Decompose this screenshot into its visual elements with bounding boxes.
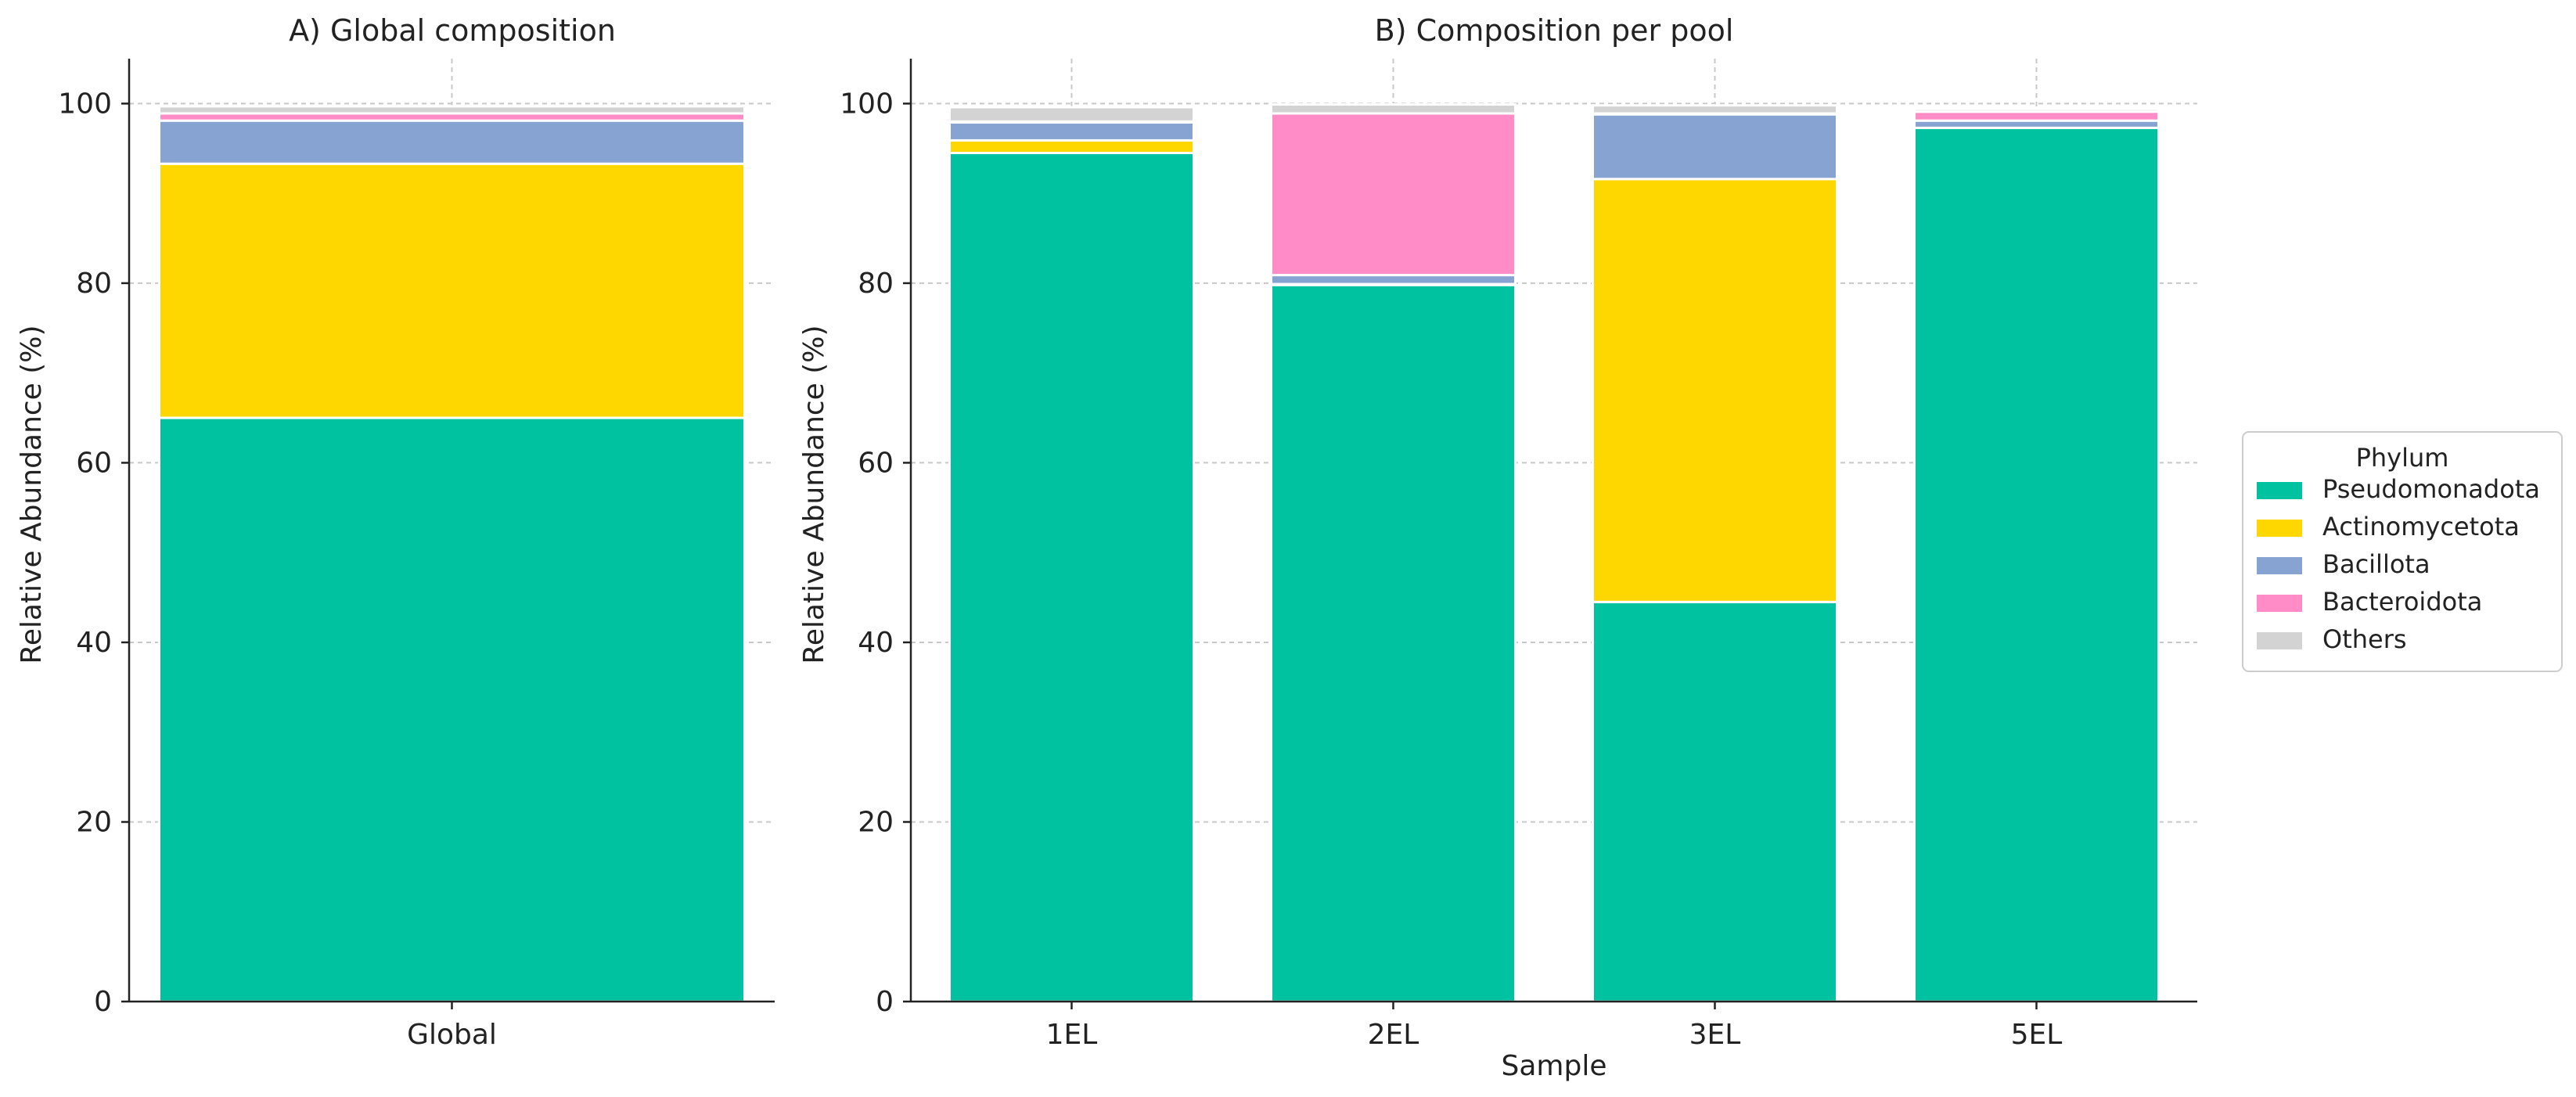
- bar-1el-actinomycetota: [948, 138, 1195, 154]
- y-tick-label: 20: [858, 806, 894, 838]
- legend-entries: Pseudomonadota Actinomycetota Bacillota Bac…: [2257, 474, 2540, 654]
- legend-label-bacteroidota: Bacteroidota: [2322, 587, 2482, 617]
- bar-2el-pseudomonadota: [1270, 283, 1516, 1003]
- legend-swatch-actinomycetota: [2257, 520, 2302, 537]
- x-tick-label-5el: 5EL: [2011, 1019, 2063, 1051]
- y-ticks-b: 0 20 40 60 80 100: [840, 88, 911, 1018]
- x-tick-label-2el: 2EL: [1368, 1019, 1419, 1051]
- y-axis-label-a: Relative Abundance (%): [16, 325, 48, 664]
- legend-label-others: Others: [2322, 624, 2407, 654]
- y-axis-label-b: Relative Abundance (%): [798, 325, 830, 664]
- bar-1el-bacillota: [948, 120, 1195, 142]
- legend-frame: [2242, 431, 2563, 672]
- x-tick-label-global: Global: [407, 1019, 497, 1051]
- chart-title-a: A) Global composition: [289, 13, 616, 48]
- axes-b: [909, 59, 2197, 1003]
- bar-global-bacillota: [158, 119, 746, 165]
- y-tick-label: 60: [76, 447, 112, 479]
- y-tick-label: 100: [58, 88, 112, 120]
- bars-a: [158, 105, 746, 1003]
- bar-3el-others: [1592, 104, 1838, 115]
- legend-label-pseudomonadota: Pseudomonadota: [2322, 474, 2540, 504]
- x-tick-label-1el: 1EL: [1046, 1019, 1098, 1051]
- y-tick-label: 40: [858, 627, 894, 659]
- bar-global-pseudomonadota: [158, 416, 746, 1003]
- y-tick-label: 40: [76, 627, 112, 659]
- y-ticks-a: 0 20 40 60 80 100: [58, 88, 129, 1018]
- x-ticks-b: 1EL 2EL 3EL 5EL: [1046, 1002, 2063, 1051]
- y-tick-label: 0: [94, 986, 112, 1018]
- legend-swatch-others: [2257, 632, 2302, 649]
- y-tick-label: 100: [840, 88, 894, 120]
- bar-global-actinomycetota: [158, 162, 746, 419]
- bar-5el-bacteroidota: [1913, 110, 2160, 122]
- bar-3el-actinomycetota: [1592, 178, 1838, 603]
- y-tick-label: 0: [876, 986, 894, 1018]
- bar-2el-bacteroidota: [1270, 112, 1516, 277]
- legend-title: Phylum: [2356, 443, 2449, 473]
- y-tick-label: 60: [858, 447, 894, 479]
- legend: Phylum Pseudomonadota Actinomycetota Bacil…: [2242, 431, 2563, 672]
- legend-swatch-bacteroidota: [2257, 595, 2302, 612]
- panel-global-composition: A) Global composition Relative Abundance…: [16, 13, 775, 1051]
- panel-composition-per-pool: B) Composition per pool Relative Abundan…: [798, 13, 2197, 1082]
- y-tick-label: 80: [858, 268, 894, 300]
- chart-title-b: B) Composition per pool: [1375, 13, 1734, 48]
- legend-swatch-bacillota: [2257, 557, 2302, 574]
- legend-label-bacillota: Bacillota: [2322, 549, 2430, 579]
- bar-3el-pseudomonadota: [1592, 600, 1838, 1003]
- bar-5el-pseudomonadota: [1913, 126, 2160, 1003]
- legend-swatch-pseudomonadota: [2257, 482, 2302, 499]
- x-ticks-a: Global: [407, 1002, 497, 1051]
- bar-global-others: [158, 105, 746, 115]
- bar-1el-others: [948, 106, 1195, 123]
- bars-b: [948, 103, 2160, 1003]
- bar-2el-bacillota: [1270, 274, 1516, 286]
- bar-5el-others: [1913, 107, 2160, 113]
- y-tick-label: 80: [76, 268, 112, 300]
- bar-2el-others: [1270, 103, 1516, 115]
- x-axis-label-b: Sample: [1502, 1050, 1607, 1082]
- bar-3el-bacillota: [1592, 113, 1838, 181]
- legend-label-actinomycetota: Actinomycetota: [2322, 512, 2520, 541]
- bar-1el-pseudomonadota: [948, 152, 1195, 1003]
- y-tick-label: 20: [76, 806, 112, 838]
- x-tick-label-3el: 3EL: [1689, 1019, 1741, 1051]
